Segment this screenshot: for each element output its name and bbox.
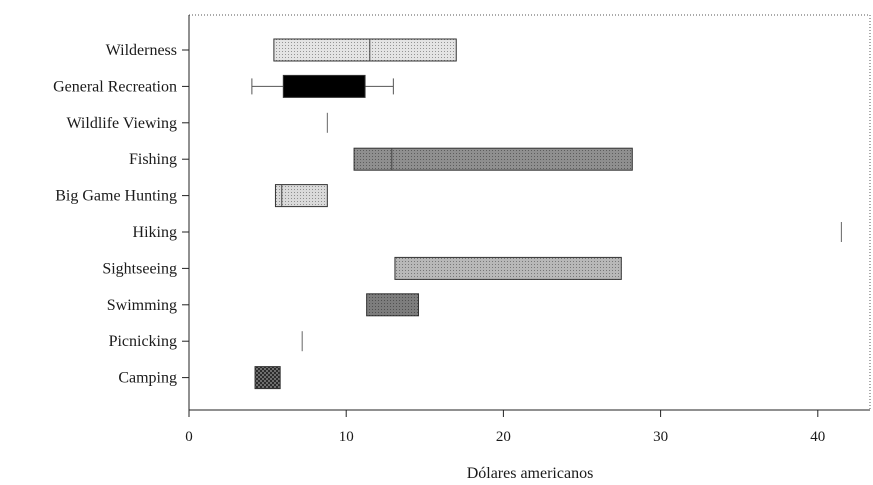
category-label: Fishing <box>129 151 177 168</box>
box-texture <box>275 184 328 207</box>
x-tick-label: 0 <box>185 429 193 445</box>
category-label: Camping <box>118 370 177 387</box>
x-tick-label: 40 <box>810 429 825 445</box>
x-tick-label: 10 <box>339 429 354 445</box>
box-wilderness <box>273 38 457 62</box>
category-label: Picnicking <box>109 333 177 350</box>
box-texture <box>273 39 457 61</box>
box-texture <box>354 148 633 171</box>
box-big-game-hunting <box>274 184 328 208</box>
box-general-recreation <box>251 74 394 98</box>
box-camping <box>254 366 281 390</box>
x-axis-ticks: 0 10 20 30 40 <box>185 410 825 445</box>
box-sightseeing <box>394 256 622 280</box>
y-axis-ticks <box>182 49 189 379</box>
category-label: Hiking <box>133 224 177 241</box>
box-fishing <box>353 147 633 171</box>
box-rect <box>282 74 366 98</box>
box-texture <box>366 293 419 316</box>
box-swimming <box>366 293 420 317</box>
boxes <box>251 38 842 390</box>
category-label: Swimming <box>107 297 177 314</box>
category-label: General Recreation <box>53 78 177 95</box>
category-label: Big Game Hunting <box>55 188 177 205</box>
category-label: Sightseeing <box>102 260 177 277</box>
category-label: Wilderness <box>106 42 177 59</box>
box-texture <box>394 257 622 280</box>
box-rect <box>254 366 281 390</box>
category-label: Wildlife Viewing <box>66 115 177 132</box>
x-tick-label: 30 <box>653 429 668 445</box>
x-tick-label: 20 <box>496 429 511 445</box>
x-axis-title: Dólares americanos <box>467 465 594 482</box>
category-labels: Wilderness General Recreation Wildlife Vie… <box>53 42 177 387</box>
